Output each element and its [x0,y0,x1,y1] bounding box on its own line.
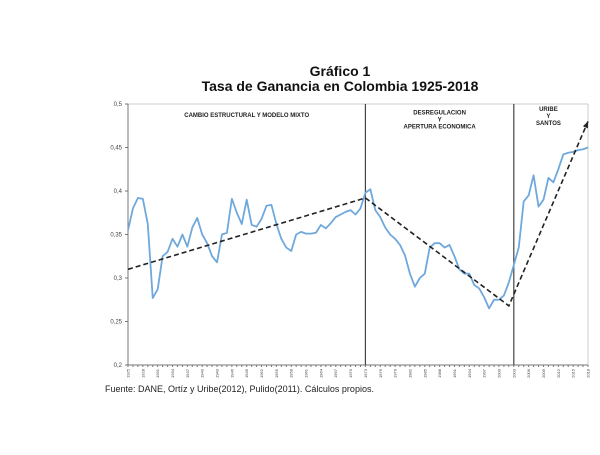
x-tick-label: 1976 [378,368,383,378]
x-tick-label: 1958 [289,368,294,378]
period-label: SANTOS [536,121,561,127]
x-tick-label: 1943 [215,368,220,378]
period-label: APERTURA ECONOMICA [404,124,477,130]
x-tick-label: 1937 [185,368,190,378]
trend-line [127,121,589,308]
x-tick-label: 1940 [200,368,205,378]
y-tick-label: 0,35 [110,233,122,239]
trend-arrowhead [582,121,588,129]
x-tick-label: 1934 [170,368,175,378]
x-tick-label: 2012 [556,368,561,378]
x-tick-label: 1964 [318,368,323,378]
x-tick-label: 1979 [393,368,398,378]
x-tick-label: 1985 [422,368,427,378]
x-tick-label: 2000 [496,368,501,378]
x-tick-label: 2009 [541,368,546,378]
x-tick-label: 2003 [511,368,516,378]
x-tick-label: 1994 [467,368,472,378]
x-tick-label: 1949 [244,368,249,378]
x-tick-label: 1997 [482,368,487,378]
y-tick-label: 0,25 [110,320,122,326]
chart-title: Gráfico 1 [309,63,371,79]
x-tick-label: 1928 [140,368,145,378]
x-tick-label: 1970 [348,368,353,378]
x-tick-label: 2018 [586,368,591,378]
x-tick-label: 2006 [526,368,531,378]
x-tick-label: 1982 [407,368,412,378]
chart-subtitle: Tasa de Ganancia en Colombia 1925-2018 [201,78,479,94]
y-tick-label: 0,45 [110,146,122,152]
period-label: URIBE [539,107,558,113]
x-tick-label: 1961 [304,368,309,378]
period-label: DESREGULACION [413,110,466,116]
x-tick-label: 1925 [126,368,131,378]
x-tick-label: 1952 [259,368,264,378]
y-tick-label: 0,5 [114,102,123,108]
period-label: CAMBIO ESTRUCTURAL Y MODELO MIXTO [184,113,309,119]
x-tick-label: 1967 [333,368,338,378]
x-tick-label: 1946 [229,368,234,378]
x-tick-label: 1973 [363,368,368,378]
x-tick-label: 1988 [437,368,442,378]
y-tick-label: 0,3 [114,276,123,282]
y-tick-label: 0,4 [114,189,123,195]
profit-rate-line [127,146,589,310]
period-label: Y [438,117,442,123]
x-tick-label: 2015 [571,368,576,378]
x-tick-label: 1931 [155,368,160,378]
x-tick-label: 1955 [274,368,279,378]
source-note: Fuente: DANE, Ortíz y Uribe(2012), Pulid… [105,384,374,394]
y-tick-label: 0,2 [114,363,123,369]
x-tick-label: 1991 [452,368,457,378]
period-label: Y [546,114,550,120]
